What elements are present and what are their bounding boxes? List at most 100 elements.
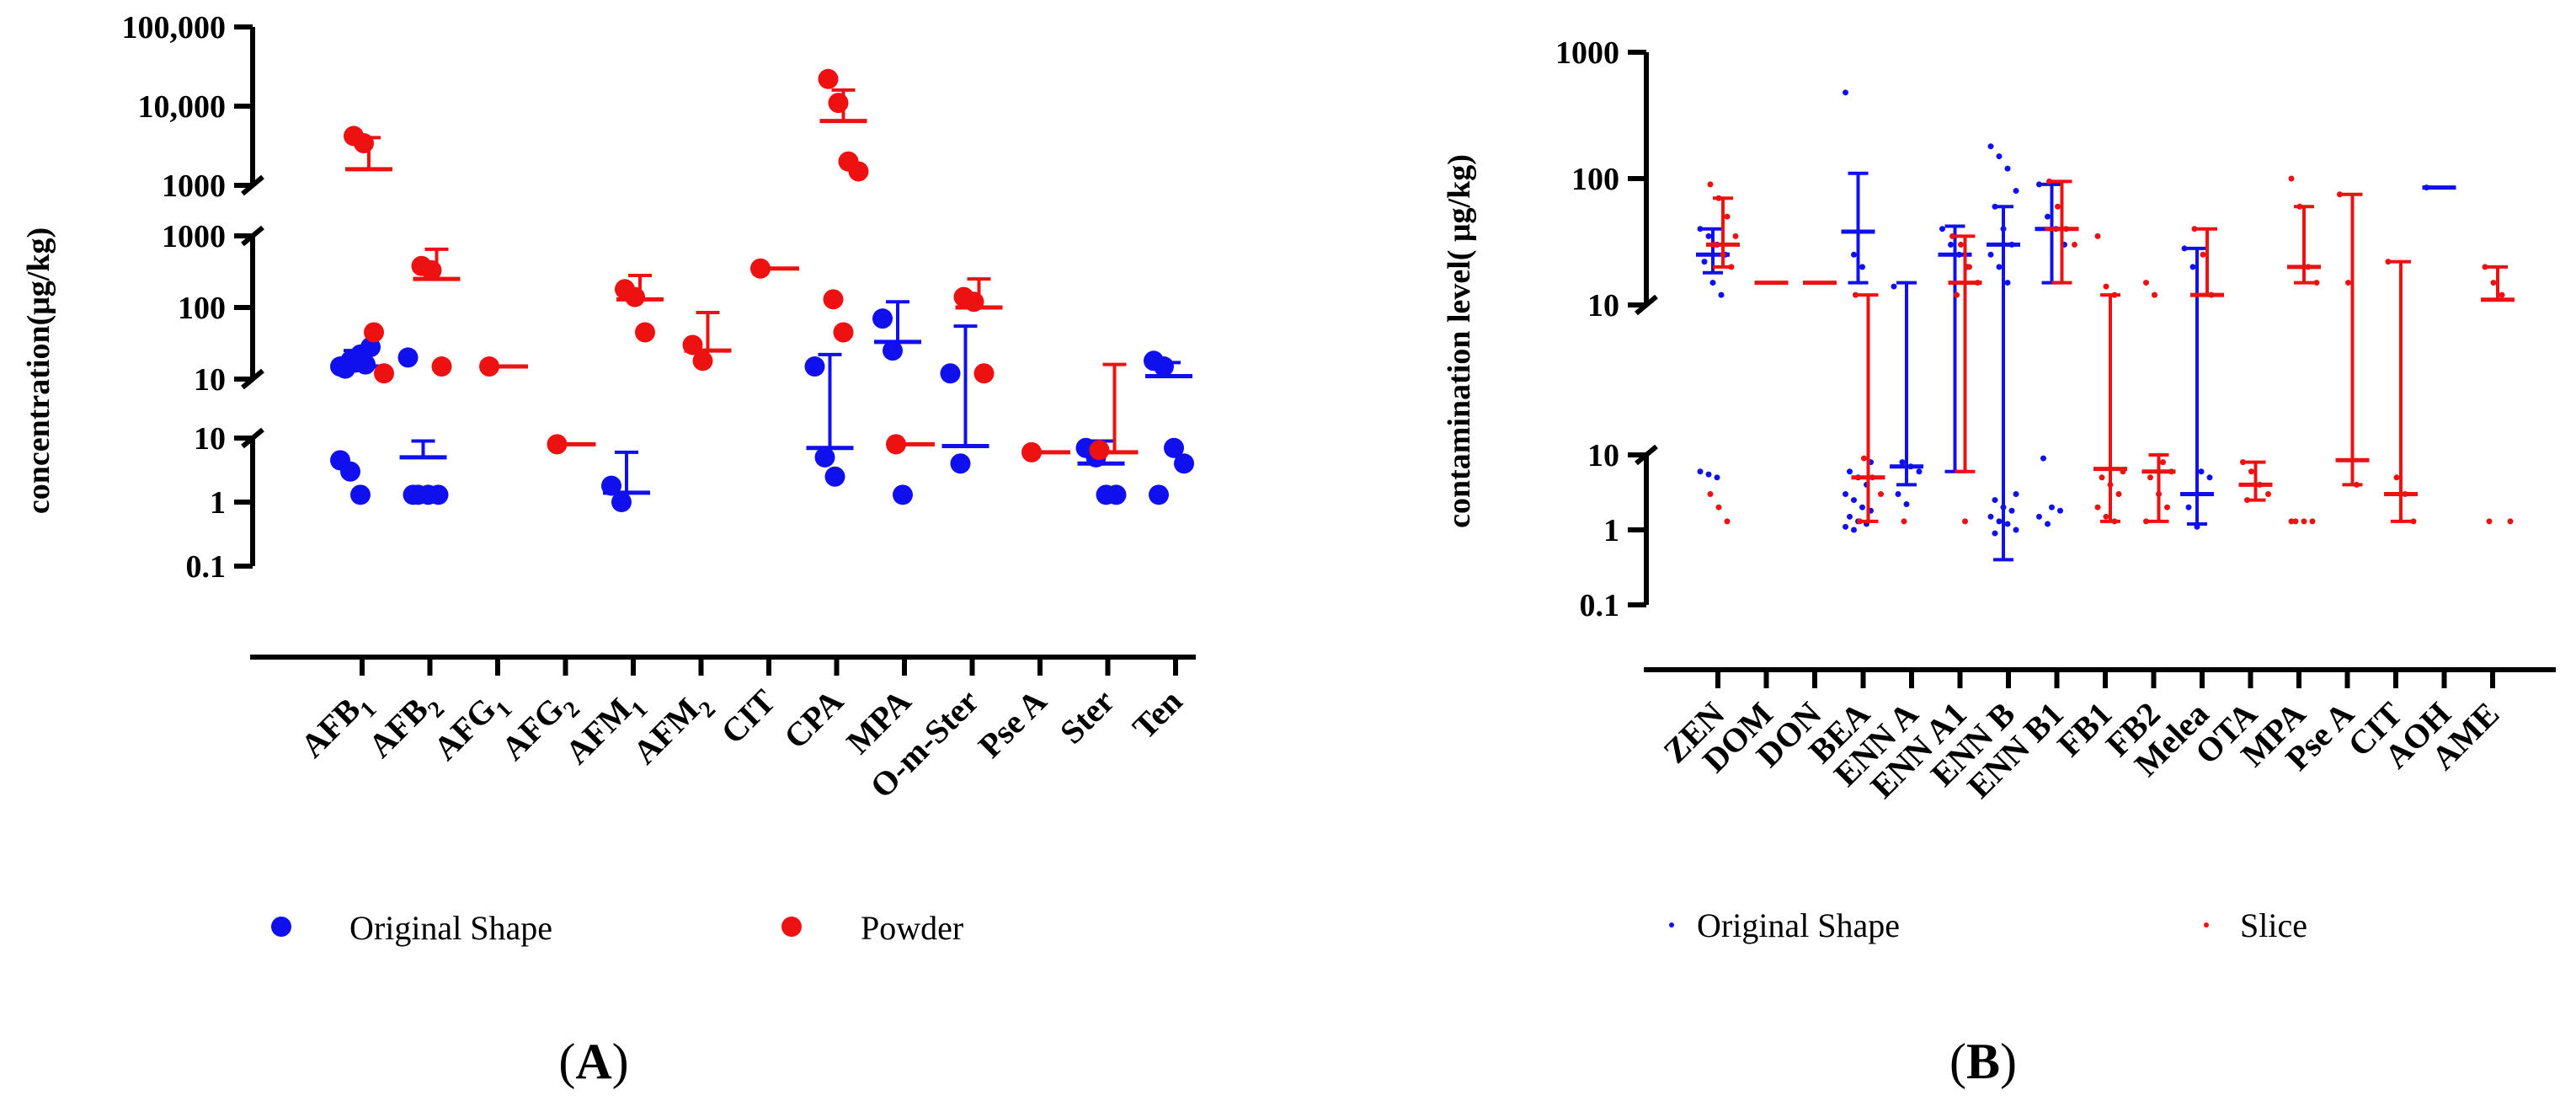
- data-point: [1851, 497, 1857, 504]
- panel-letter-b: B: [1966, 1034, 2000, 1089]
- series-group: [2384, 259, 2418, 525]
- data-point: [2288, 175, 2295, 182]
- data-point: [2072, 241, 2077, 248]
- series-group: [818, 68, 869, 343]
- series-group: [2335, 191, 2370, 488]
- data-point: [1956, 251, 1962, 258]
- data-point: [1724, 518, 1731, 525]
- data-point: [1720, 251, 1726, 258]
- data-point: [2507, 518, 2514, 525]
- data-point: [1948, 241, 1954, 248]
- series-group: [953, 277, 1003, 384]
- x-tick-subscript: 1: [627, 697, 653, 724]
- data-point: [2045, 213, 2051, 220]
- data-point: [1975, 280, 1981, 286]
- series-group: [1890, 281, 1923, 508]
- series-group: [2422, 184, 2456, 191]
- chart-panel-a: concentration(μg/kg) 0.1 1 10 10 100 1000 1000…: [21, 10, 1196, 1089]
- series-group: [1841, 89, 1875, 533]
- data-point: [1106, 484, 1127, 505]
- data-point: [340, 461, 360, 482]
- series-group: [1851, 291, 1885, 525]
- data-point: [2482, 264, 2488, 270]
- chart-panel-b: contamination level( μg/kg) 0.1 1 10 10 100 1…: [1442, 35, 2556, 1089]
- data-point: [431, 356, 452, 377]
- data-point: [601, 475, 621, 496]
- data-point: [1992, 203, 1998, 210]
- data-point: [2354, 481, 2360, 488]
- y-tick-label: 1000: [162, 219, 226, 254]
- data-point: [374, 363, 394, 384]
- data-point: [2206, 474, 2213, 481]
- data-point: [2057, 507, 2063, 514]
- data-point: [1996, 264, 2003, 270]
- data-point: [1987, 513, 1994, 520]
- data-point: [886, 434, 906, 455]
- x-tick-label: Pse A: [971, 682, 1054, 765]
- data-point: [1851, 251, 1857, 258]
- data-point: [2099, 474, 2105, 481]
- data-point: [2004, 165, 2011, 172]
- data-point: [2490, 280, 2497, 286]
- series-group: [2481, 264, 2515, 525]
- y-tick-label: 100,000: [122, 10, 227, 45]
- legend-marker-slice-b: [2204, 922, 2209, 928]
- data-point: [1714, 474, 1720, 481]
- data-point: [1859, 264, 1865, 270]
- data-point: [2045, 521, 2051, 527]
- data-point: [1992, 530, 1998, 537]
- data-point: [692, 350, 713, 372]
- y-tick-label: 1000: [1555, 35, 1619, 71]
- data-point: [1899, 459, 1906, 466]
- data-point: [2143, 518, 2149, 525]
- series-group: [804, 352, 854, 487]
- data-point: [2248, 468, 2254, 475]
- legend-b: Original Shape Slice: [1669, 906, 2307, 944]
- data-point: [833, 322, 854, 343]
- x-tick-label: AFG2: [493, 682, 584, 773]
- y-tick-label: 10: [194, 421, 226, 457]
- series-group: [1089, 362, 1139, 461]
- data-point: [2063, 226, 2069, 233]
- data-point: [1869, 474, 1875, 481]
- series-group: [411, 247, 461, 377]
- data-point: [2152, 291, 2157, 298]
- data-point: [1861, 455, 1867, 462]
- data-point: [2000, 226, 2007, 233]
- data-point: [1843, 491, 1848, 498]
- data-point: [2181, 245, 2188, 252]
- series-group: [1987, 143, 2020, 562]
- data-point: [2191, 226, 2198, 233]
- data-point: [2288, 518, 2295, 525]
- data-point: [2200, 251, 2206, 258]
- data-point: [354, 133, 374, 154]
- data-point: [1705, 471, 1712, 478]
- data-point: [2185, 504, 2192, 511]
- data-point: [1732, 233, 1739, 239]
- legend-label-original-a: Original Shape: [349, 909, 552, 947]
- data-point: [893, 484, 913, 505]
- series-group: [886, 434, 935, 455]
- data-point: [1707, 491, 1714, 498]
- data-point: [2094, 233, 2101, 239]
- data-point: [1718, 291, 1725, 298]
- data-point: [1996, 518, 2003, 525]
- data-point: [2004, 521, 2011, 527]
- x-tick-subscript: 2: [558, 697, 585, 724]
- data-point: [823, 289, 844, 310]
- y-tick-label: 100: [178, 291, 226, 326]
- data-point: [940, 363, 961, 384]
- data-point: [2244, 497, 2250, 504]
- data-point: [2393, 474, 2400, 481]
- data-point: [2103, 283, 2109, 290]
- data-point: [1728, 264, 1735, 270]
- data-point: [2337, 191, 2343, 198]
- series-group: [2093, 233, 2127, 525]
- series-group: [397, 347, 449, 505]
- data-point: [2040, 455, 2046, 462]
- series-group: [872, 300, 921, 505]
- x-tick-subscript: 2: [694, 697, 721, 724]
- data-point: [1847, 513, 1853, 520]
- data-point: [973, 363, 995, 384]
